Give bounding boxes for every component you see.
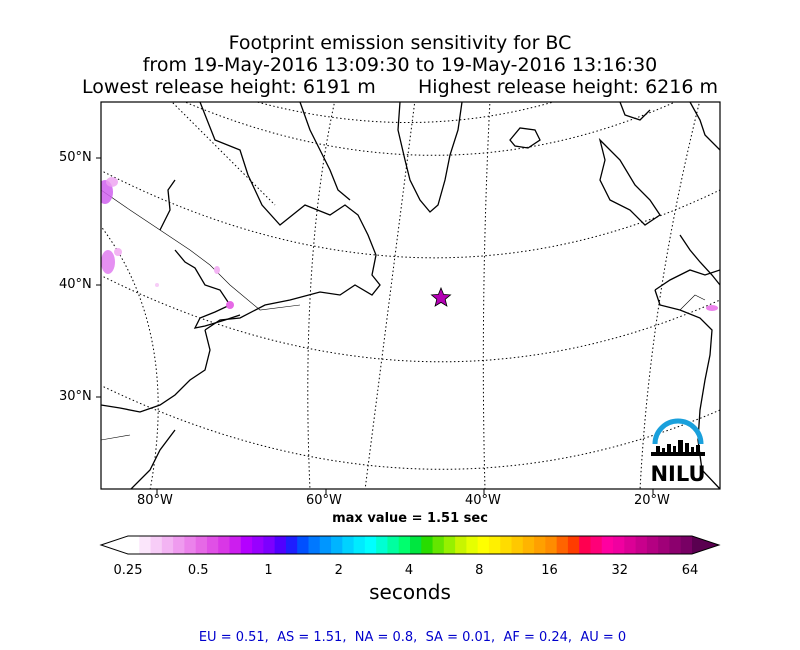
colorbar-units: seconds bbox=[369, 580, 451, 604]
map-frame bbox=[100, 101, 721, 490]
colorbar-tick-label: 1 bbox=[264, 563, 273, 578]
lon-label-80w: 80°W bbox=[137, 493, 173, 508]
lat-label-50n: 50°N bbox=[59, 150, 92, 165]
plot-title-line-2: from 19-May-2016 13:09:30 to 19-May-2016… bbox=[142, 54, 658, 76]
plot-title-line-1: Footprint emission sensitivity for BC bbox=[228, 32, 572, 54]
borders bbox=[101, 189, 706, 441]
region-summary: EU = 0.51, AS = 1.51, NA = 0.8, SA = 0.0… bbox=[198, 630, 627, 645]
graticule bbox=[101, 102, 720, 489]
lon-label-20w: 20°W bbox=[634, 493, 670, 508]
colorbar-tick-label: 0.25 bbox=[113, 563, 143, 578]
lon-label-60w: 60°W bbox=[306, 493, 342, 508]
max-value-label: max value = 1.51 sec bbox=[332, 511, 488, 526]
colorbar-tick-label: 32 bbox=[611, 563, 629, 578]
coastlines bbox=[101, 102, 720, 489]
colorbar-tick-label: 0.5 bbox=[187, 563, 209, 578]
colorbar-tick-label: 2 bbox=[334, 563, 343, 578]
plot-title-line-3: Lowest release height: 6191 m Highest re… bbox=[82, 76, 718, 98]
nilu-logo: NILU bbox=[650, 418, 706, 486]
lon-label-40w: 40°W bbox=[465, 493, 501, 508]
lat-label-30n: 30°N bbox=[59, 389, 92, 404]
lat-label-40n: 40°N bbox=[59, 277, 92, 292]
colorbar-tick-label: 16 bbox=[541, 563, 558, 578]
colorbar-tick-label: 64 bbox=[681, 563, 699, 578]
logo-text: NILU bbox=[650, 462, 705, 486]
footprint-field bbox=[101, 177, 718, 311]
colorbar-tick-label: 4 bbox=[404, 563, 414, 578]
colorbar-tick-label: 8 bbox=[475, 563, 484, 578]
release-location-star bbox=[430, 286, 452, 307]
